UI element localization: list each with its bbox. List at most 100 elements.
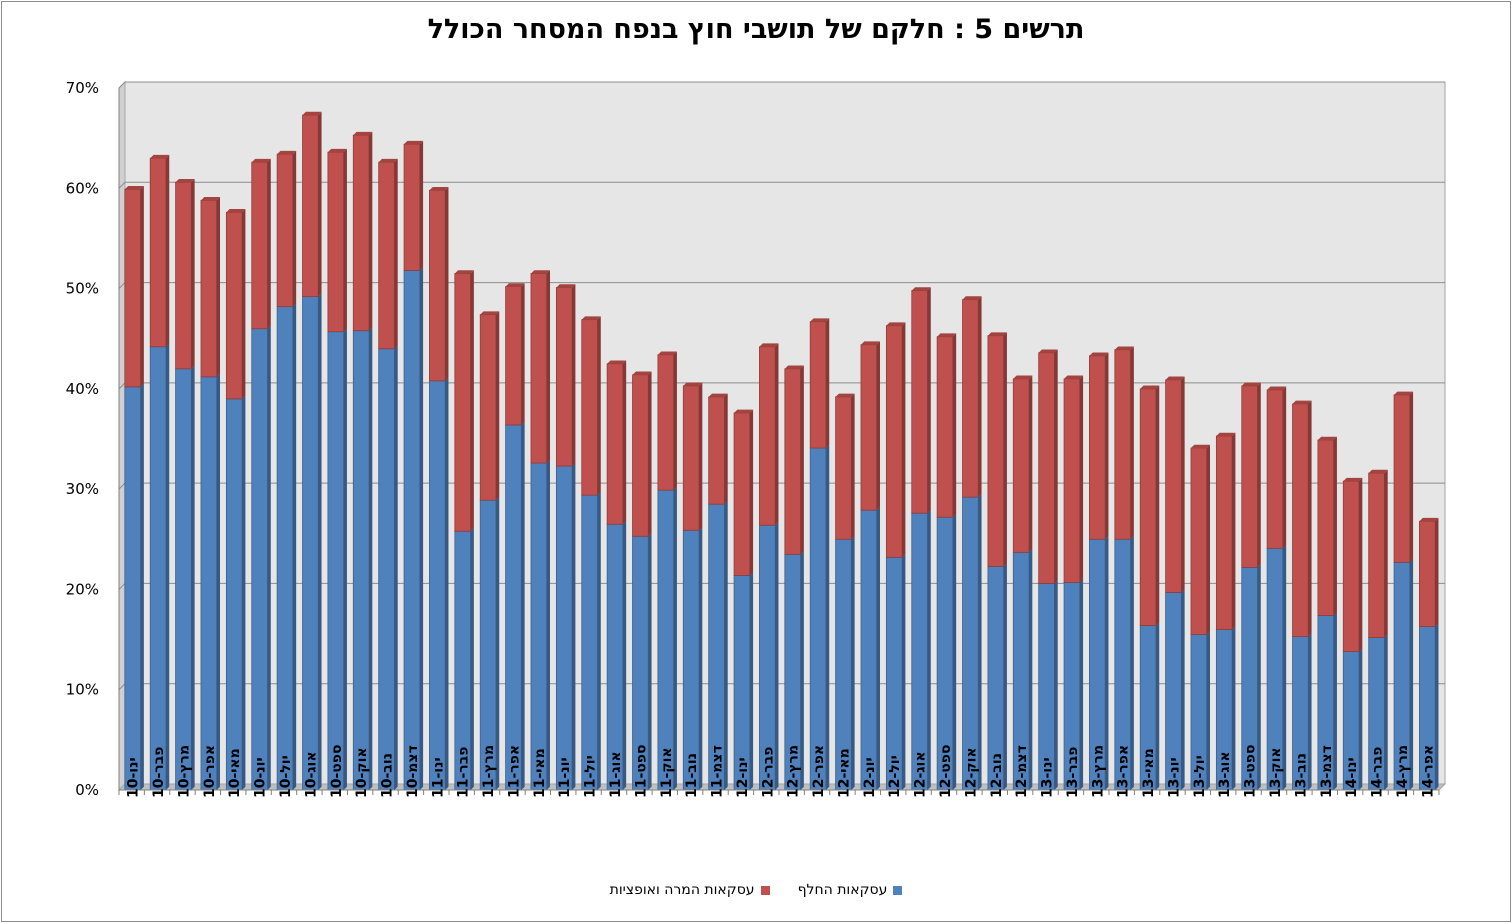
x-tick-label: מאי-10: [227, 748, 243, 798]
chart-legend: עסקאות החלף עסקאות המרה ואופציות: [0, 882, 1512, 898]
bar-segment: [124, 185, 144, 388]
x-tick-label: פבר-12: [760, 747, 776, 798]
bar-segment: [1139, 385, 1160, 626]
bar-segment: [1190, 444, 1211, 635]
bar-segment: [276, 150, 297, 308]
bar-segment: [1215, 626, 1236, 791]
bar-segment: [302, 111, 322, 297]
gridline-side: [118, 81, 126, 89]
y-tick-label: 20%: [66, 580, 99, 598]
bar-segment: [784, 551, 804, 791]
bar-segment: [479, 496, 500, 791]
bar-segment: [1038, 349, 1058, 584]
bar-segment: [1012, 375, 1033, 553]
bar-segment: [175, 365, 195, 791]
x-tick-label: יונ-13: [1166, 757, 1182, 798]
bar-segment: [784, 365, 804, 555]
x-tick-label: דצמ-10: [405, 745, 421, 798]
x-tick-label: אוג-11: [608, 751, 624, 798]
bar-segment: [149, 154, 170, 348]
x-tick-label: מאי-11: [532, 748, 548, 798]
bar-segment: [657, 351, 677, 491]
bar-segment: [454, 527, 474, 791]
bar-segment: [936, 333, 957, 518]
x-tick-label: יול-12: [887, 755, 903, 798]
y-tick-label: 0%: [75, 781, 99, 799]
x-tick-label: ספט-11: [633, 744, 649, 798]
x-tick-label: ינו-12: [735, 757, 751, 798]
bar-segment: [403, 267, 424, 791]
bar-segment: [733, 572, 754, 791]
bar-segment: [479, 311, 500, 501]
legend-item-conversion: עסקאות המרה ואופציות: [610, 882, 770, 898]
bar-segment: [581, 491, 601, 791]
bar-segment: [606, 520, 627, 791]
bar-segment: [276, 303, 297, 791]
x-tick-label: מרץ-11: [481, 745, 497, 798]
bar-segment: [352, 131, 373, 332]
x-tick-label: ספט-13: [1243, 744, 1259, 798]
bar-segment: [1063, 375, 1084, 583]
x-tick-label: פבר-11: [456, 747, 472, 798]
bar-segment: [1266, 386, 1287, 549]
legend-label-swap: עסקאות החלף: [797, 882, 888, 898]
y-tick-label: 10%: [66, 681, 99, 699]
x-tick-label: אוג-12: [913, 751, 929, 798]
bar-segment: [682, 526, 703, 791]
x-tick-label: אוק-10: [354, 747, 370, 798]
bar-segment: [657, 486, 677, 791]
x-tick-label: פבר-13: [1065, 747, 1081, 798]
bar-segment: [225, 395, 246, 791]
gridline-side: [118, 482, 126, 490]
bar-segment: [885, 322, 906, 558]
x-tick-label: פבר-10: [151, 747, 167, 798]
bar-segment: [682, 382, 703, 531]
x-tick-label: ינו-11: [430, 757, 446, 798]
bar-segment: [251, 325, 271, 791]
bar-segment: [759, 521, 779, 791]
x-tick-label: ינו-13: [1040, 757, 1056, 798]
bar-segment: [1317, 436, 1337, 616]
bar-segment: [962, 296, 982, 498]
bar-segment: [809, 318, 830, 449]
x-tick-label: אוק-13: [1268, 747, 1284, 798]
bar-segment: [1292, 633, 1312, 791]
bar-segment: [1342, 477, 1363, 653]
y-tick-label: 50%: [66, 280, 99, 298]
bar-segment: [429, 377, 449, 791]
x-tick-label: ספט-10: [329, 744, 345, 798]
bar-segment: [1368, 469, 1388, 638]
bar-segment: [530, 459, 551, 791]
bar-segment: [555, 462, 576, 791]
x-tick-label: מרץ-10: [176, 745, 192, 798]
bar-segment: [555, 284, 576, 467]
x-tick-label: יול-11: [583, 755, 599, 798]
bar-segment: [327, 328, 347, 791]
plot-side-wall: [118, 80, 126, 792]
x-tick-label: אפר-13: [1116, 745, 1132, 798]
bar-segment: [860, 341, 881, 511]
bar-segment: [911, 287, 931, 514]
x-tick-label: מרץ-14: [1395, 745, 1411, 798]
bar-segment: [251, 158, 271, 330]
x-tick-label: ינו-10: [126, 757, 142, 798]
x-tick-label: פבר-14: [1370, 747, 1386, 798]
x-tick-label: אפר-11: [506, 745, 522, 798]
bar-segment: [1063, 579, 1084, 791]
bar-segment: [530, 270, 551, 464]
y-tick-label: 70%: [66, 79, 99, 97]
bar-segment: [1190, 631, 1211, 791]
legend-swatch-conversion: [760, 885, 770, 895]
gridline-side: [118, 282, 126, 289]
x-tick-label: נוב-12: [989, 753, 1005, 798]
x-tick-label: יול-10: [278, 755, 294, 798]
x-tick-label: דצמ-11: [710, 745, 726, 798]
bar-segment: [1114, 346, 1134, 540]
x-tick-label: נוב-13: [1293, 753, 1309, 798]
bar-segment: [962, 493, 982, 791]
bar-segment: [1292, 400, 1312, 637]
bar-segment: [429, 186, 449, 382]
x-tick-label: נוב-11: [684, 753, 700, 798]
x-tick-label: אוג-10: [303, 751, 319, 798]
